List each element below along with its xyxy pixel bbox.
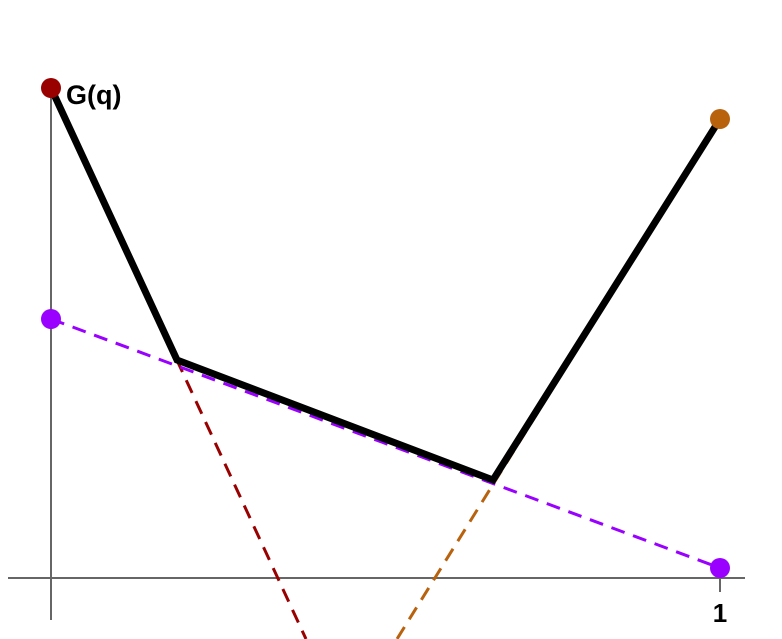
envelope-line [47, 86, 723, 485]
orange-point [710, 109, 730, 129]
purple-point-right [710, 558, 730, 578]
purple-dashed-line [50, 317, 721, 570]
purple-point-left [41, 309, 61, 329]
red-point [41, 78, 61, 98]
x-tick-label: 1 [713, 598, 727, 628]
axis-label: G(q) [66, 80, 121, 110]
